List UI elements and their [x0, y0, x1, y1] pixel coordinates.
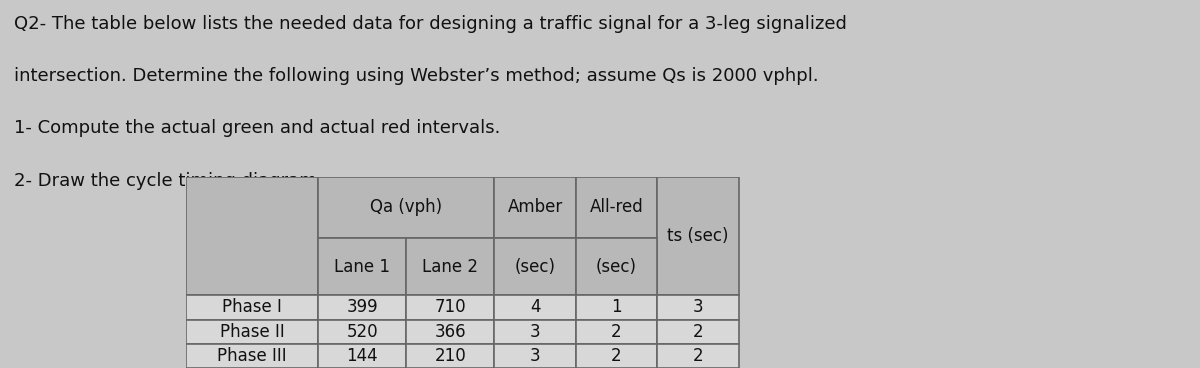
- Text: 3: 3: [530, 323, 540, 341]
- Text: 144: 144: [347, 347, 378, 365]
- Bar: [407, 344, 494, 368]
- Bar: [576, 319, 658, 344]
- Text: 2- Draw the cycle timing diagram.: 2- Draw the cycle timing diagram.: [14, 172, 323, 190]
- Bar: [318, 319, 407, 344]
- Bar: [658, 177, 738, 295]
- Text: Phase III: Phase III: [217, 347, 287, 365]
- Bar: [576, 238, 658, 295]
- Bar: [658, 344, 738, 368]
- Bar: [494, 295, 576, 319]
- Text: 1- Compute the actual green and actual red intervals.: 1- Compute the actual green and actual r…: [14, 118, 500, 137]
- Bar: [494, 238, 576, 295]
- Text: (sec): (sec): [596, 258, 637, 276]
- Bar: [658, 319, 738, 344]
- Text: Phase II: Phase II: [220, 323, 284, 341]
- Text: Lane 2: Lane 2: [422, 258, 479, 276]
- Text: 399: 399: [347, 298, 378, 316]
- Bar: [318, 177, 494, 238]
- Bar: [186, 344, 318, 368]
- Bar: [494, 344, 576, 368]
- Text: 210: 210: [434, 347, 467, 365]
- Bar: [658, 295, 738, 319]
- Text: 4: 4: [530, 298, 540, 316]
- Bar: [318, 344, 407, 368]
- Bar: [576, 344, 658, 368]
- Text: Amber: Amber: [508, 198, 563, 216]
- Bar: [576, 177, 658, 238]
- Text: 2: 2: [611, 323, 622, 341]
- Text: intersection. Determine the following using Webster’s method; assume Qs is 2000 : intersection. Determine the following us…: [14, 67, 820, 85]
- Text: 710: 710: [434, 298, 467, 316]
- Bar: [318, 295, 407, 319]
- Text: 1: 1: [611, 298, 622, 316]
- Text: 2: 2: [692, 347, 703, 365]
- Text: ts (sec): ts (sec): [667, 227, 728, 245]
- Text: 520: 520: [347, 323, 378, 341]
- Bar: [407, 295, 494, 319]
- Text: Phase I: Phase I: [222, 298, 282, 316]
- Text: Q2- The table below lists the needed data for designing a traffic signal for a 3: Q2- The table below lists the needed dat…: [14, 15, 847, 33]
- Bar: [576, 295, 658, 319]
- Text: Lane 1: Lane 1: [335, 258, 390, 276]
- Bar: [494, 177, 576, 238]
- Text: 2: 2: [611, 347, 622, 365]
- Bar: [186, 177, 318, 295]
- Text: Qa (vph): Qa (vph): [371, 198, 443, 216]
- Text: 3: 3: [692, 298, 703, 316]
- Text: (sec): (sec): [515, 258, 556, 276]
- Text: 2: 2: [692, 323, 703, 341]
- Bar: [407, 238, 494, 295]
- Bar: [186, 319, 318, 344]
- Bar: [494, 319, 576, 344]
- Text: 366: 366: [434, 323, 467, 341]
- Bar: [186, 295, 318, 319]
- Bar: [318, 238, 407, 295]
- Text: 3: 3: [530, 347, 540, 365]
- Text: All-red: All-red: [589, 198, 643, 216]
- Bar: [407, 319, 494, 344]
